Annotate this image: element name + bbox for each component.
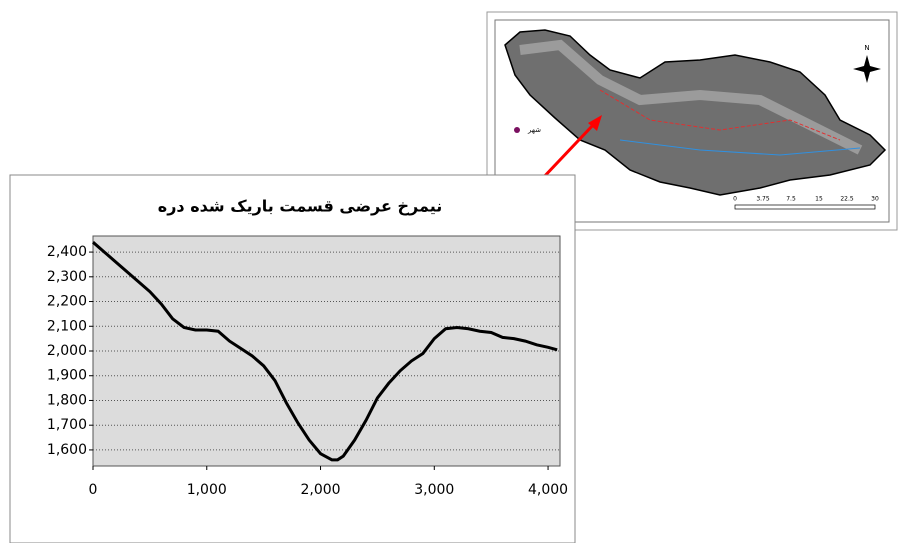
y-tick-label: 2,400 [47, 244, 87, 260]
y-tick-label: 1,700 [47, 417, 87, 433]
scale-label: 3.75 [756, 196, 770, 203]
y-tick-label: 1,800 [47, 392, 87, 408]
legend-dot [514, 127, 520, 133]
x-tick-label: 2,000 [300, 482, 340, 498]
y-tick-label: 1,900 [47, 368, 87, 384]
chart-title: نیمرخ عرضی قسمت باریک شده دره [158, 197, 442, 216]
x-tick-label: 0 [89, 482, 98, 498]
map-legend: شهر [527, 126, 541, 134]
x-tick-label: 4,000 [528, 482, 568, 498]
y-tick-label: 2,100 [47, 318, 87, 334]
scale-label: 15 [815, 196, 823, 203]
y-tick-label: 2,000 [47, 343, 87, 359]
screenshot: شهر N 0 3.75 7.5 15 22.5 30 نیمرخ عرضی قسمت ب… [0, 0, 904, 543]
y-tick-label: 2,300 [47, 269, 87, 285]
y-tick-label: 1,600 [47, 442, 87, 458]
scale-label: 22.5 [840, 196, 854, 203]
scale-label: 7.5 [786, 196, 796, 203]
y-tick-label: 2,200 [47, 294, 87, 310]
scale-bar [735, 205, 875, 209]
scale-label: 30 [871, 196, 879, 203]
north-label: N [864, 44, 869, 52]
scale-label: 0 [733, 196, 737, 203]
x-tick-label: 1,000 [187, 482, 227, 498]
x-tick-label: 3,000 [414, 482, 454, 498]
